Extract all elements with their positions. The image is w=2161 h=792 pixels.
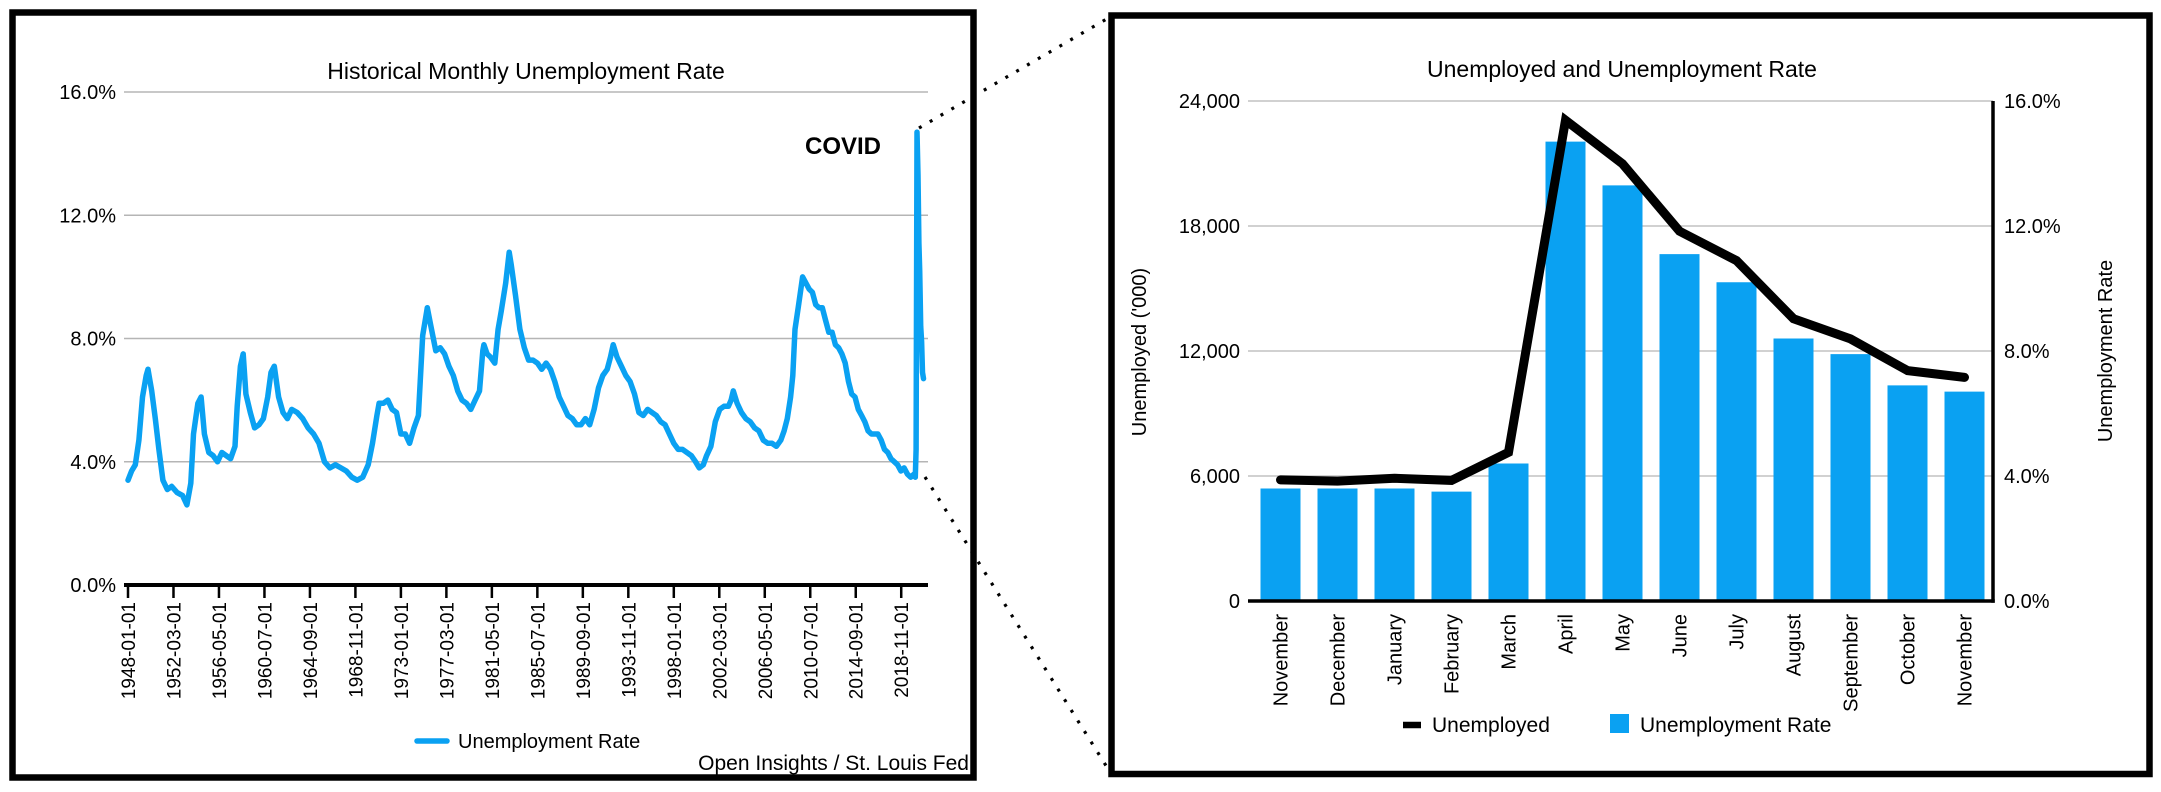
x-tick-label: 1993-11-01: [619, 602, 640, 698]
x-tick-label: 1956-05-01: [210, 602, 231, 699]
x-tick-label: 1948-01-01: [119, 602, 140, 699]
x-tick-label: 1985-07-01: [528, 602, 549, 699]
x-tick-label: December: [1328, 614, 1350, 707]
y-tick-label-left: 6,000: [1190, 466, 1240, 488]
y-tick-label-left: 0: [1229, 591, 1240, 613]
right-chart-axis-labels: 24,000 18,000 12,000 6,000 0 16.0% 12.0% 8.0% 4.…: [1179, 91, 2061, 712]
rate-bar: [1944, 391, 1985, 601]
x-tick-label: 1968-11-01: [346, 602, 367, 698]
x-tick-label: April: [1556, 614, 1578, 654]
rate-bar: [1659, 254, 1700, 601]
x-tick-label: 1989-09-01: [574, 602, 595, 699]
x-tick-label: 1977-03-01: [437, 602, 458, 699]
left-chart-axis-labels: 16.0% 12.0% 8.0% 4.0% 0.0%1948-01-01 1952-03-…: [59, 82, 913, 699]
left-axis-title: Unemployed ('000): [1129, 268, 1151, 436]
y-tick-label: 12.0%: [59, 205, 116, 227]
right-chart-panel-border: [1108, 12, 2153, 778]
rate-bar: [1602, 185, 1643, 601]
x-tick-label: May: [1613, 614, 1635, 652]
x-tick-label: January: [1385, 614, 1407, 685]
y-tick-label-right: 4.0%: [2004, 466, 2050, 488]
unemployment-rate-bar-series: [1260, 141, 1985, 601]
x-tick-label: 1981-05-01: [483, 602, 504, 699]
rate-bar: [1260, 488, 1301, 601]
rate-bar: [1716, 282, 1757, 601]
rate-bar: [1317, 488, 1358, 601]
rate-bar: [1374, 488, 1415, 601]
y-tick-label: 8.0%: [70, 329, 116, 351]
right-legend-rate-label: Unemployment Rate: [1640, 714, 1831, 737]
right-chart-title: Unemployed and Unemployment Rate: [1427, 56, 1817, 82]
unemployment-rate-line-series: [125, 129, 927, 508]
left-chart-panel-border: [9, 9, 977, 781]
right-axis-title: Unemployment Rate: [2095, 260, 2117, 442]
x-tick-label: 1964-09-01: [301, 602, 322, 699]
rate-bar: [1830, 354, 1871, 601]
x-tick-label: 2014-09-01: [847, 602, 868, 699]
left-chart-title: Historical Monthly Unemployment Rate: [327, 58, 725, 84]
y-tick-label-right: 8.0%: [2004, 341, 2050, 363]
rate-bar: [1773, 338, 1814, 601]
x-tick-label: November: [1271, 614, 1293, 707]
x-tick-label: 1998-01-01: [665, 602, 686, 699]
right-chart-axes: [1248, 101, 1995, 603]
unemployed-line: [1276, 112, 1969, 486]
left-chart-axes: [124, 583, 928, 598]
y-tick-label-right: 16.0%: [2004, 91, 2061, 113]
x-tick-label: 2010-07-01: [801, 602, 822, 699]
y-tick-label: 0.0%: [70, 575, 116, 597]
x-tick-label: September: [1841, 614, 1863, 712]
x-tick-label: October: [1898, 614, 1920, 685]
x-tick-label: June: [1670, 614, 1692, 657]
y-tick-label-left: 12,000: [1179, 341, 1240, 363]
y-tick-label: 16.0%: [59, 82, 116, 104]
covid-annotation: COVID: [805, 133, 881, 160]
zoom-connector-top-line: [918, 15, 1111, 130]
rate-bar: [1488, 463, 1529, 601]
right-legend-unemployed-label: Unemployed: [1432, 714, 1550, 737]
x-tick-label: 2018-11-01: [892, 602, 913, 698]
y-tick-label-left: 24,000: [1179, 91, 1240, 113]
unemployed-line-series: [1276, 112, 1969, 486]
y-tick-label-right: 0.0%: [2004, 591, 2050, 613]
x-tick-label: 1960-07-01: [255, 602, 276, 699]
x-tick-label: March: [1499, 614, 1521, 670]
x-tick-label: 2002-03-01: [710, 602, 731, 699]
bar-legend-marker-icon: [1610, 714, 1629, 733]
source-credit: Open Insights / St. Louis Fed: [698, 752, 969, 775]
x-tick-label: November: [1955, 614, 1977, 707]
y-tick-label: 4.0%: [70, 452, 116, 474]
left-legend-label: Unemployment Rate: [458, 731, 640, 753]
unemployment-rate-line: [125, 129, 927, 508]
zoom-connector-bottom-line: [923, 476, 1112, 773]
x-tick-label: 1952-03-01: [164, 602, 185, 699]
rate-bar: [1431, 491, 1472, 601]
x-tick-label: August: [1784, 614, 1806, 677]
x-tick-label: 2006-05-01: [756, 602, 777, 699]
y-tick-label-right: 12.0%: [2004, 216, 2061, 238]
x-tick-label: July: [1727, 614, 1749, 650]
x-tick-label: 1973-01-01: [392, 602, 413, 699]
rate-bar: [1887, 385, 1928, 601]
y-tick-label-left: 18,000: [1179, 216, 1240, 238]
x-tick-label: February: [1442, 614, 1464, 694]
